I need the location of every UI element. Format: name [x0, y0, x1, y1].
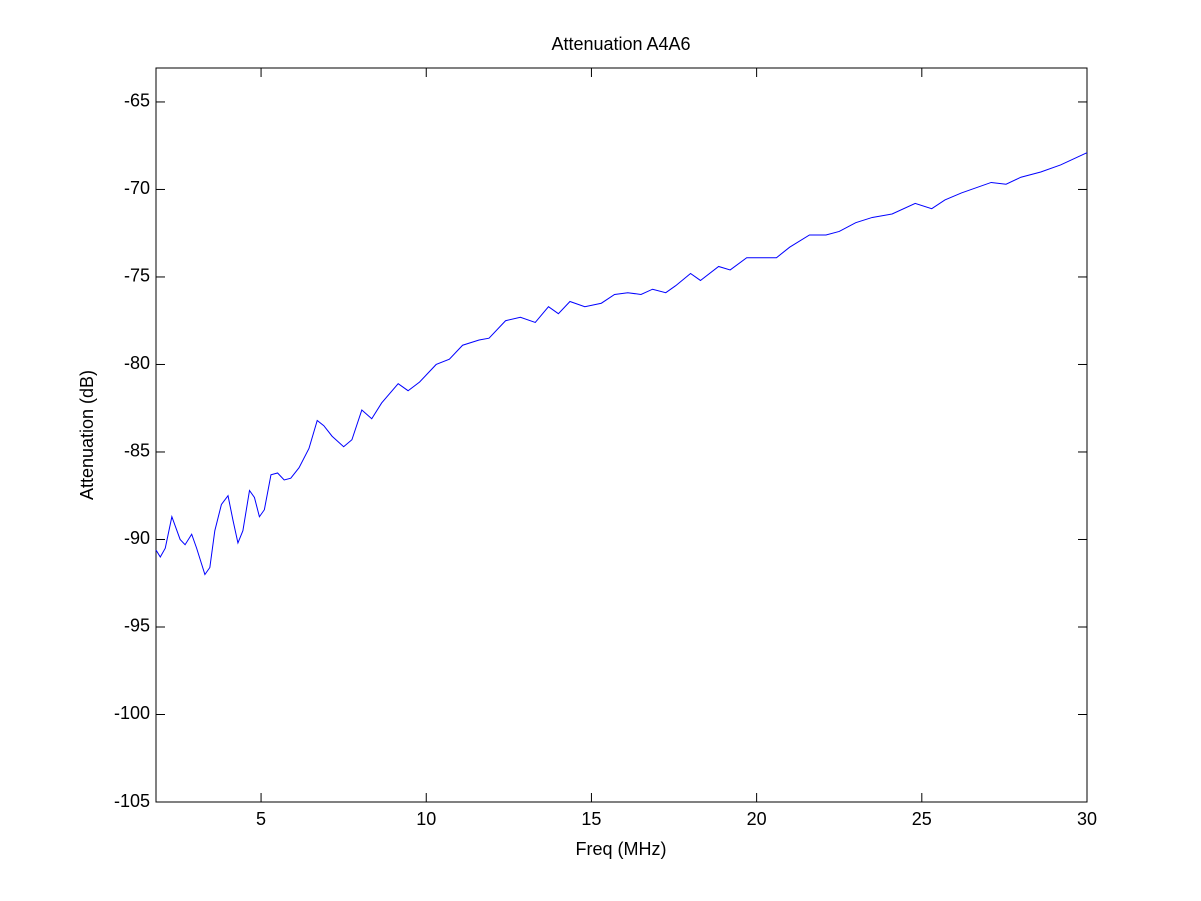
y-tick-label: -75: [124, 266, 150, 286]
y-tick-label: -90: [124, 528, 150, 548]
y-tick-label: -100: [114, 703, 150, 723]
chart-title: Attenuation A4A6: [551, 34, 690, 54]
y-tick-label: -105: [114, 791, 150, 811]
plot-frame: [155, 67, 1088, 803]
x-tick-label: 5: [256, 809, 266, 829]
x-tick-label: 10: [416, 809, 436, 829]
x-axis-label: Freq (MHz): [576, 839, 667, 859]
y-tick-label: -65: [124, 91, 150, 111]
x-tick-label: 20: [747, 809, 767, 829]
y-tick-label: -95: [124, 616, 150, 636]
y-tick-label: -70: [124, 178, 150, 198]
x-tick-label: 25: [912, 809, 932, 829]
data-line: [155, 152, 1088, 576]
y-axis-label: Attenuation (dB): [77, 370, 97, 500]
x-tick-label: 15: [581, 809, 601, 829]
y-tick-label: -85: [124, 441, 150, 461]
x-tick-label: 30: [1077, 809, 1097, 829]
y-tick-label: -80: [124, 353, 150, 373]
